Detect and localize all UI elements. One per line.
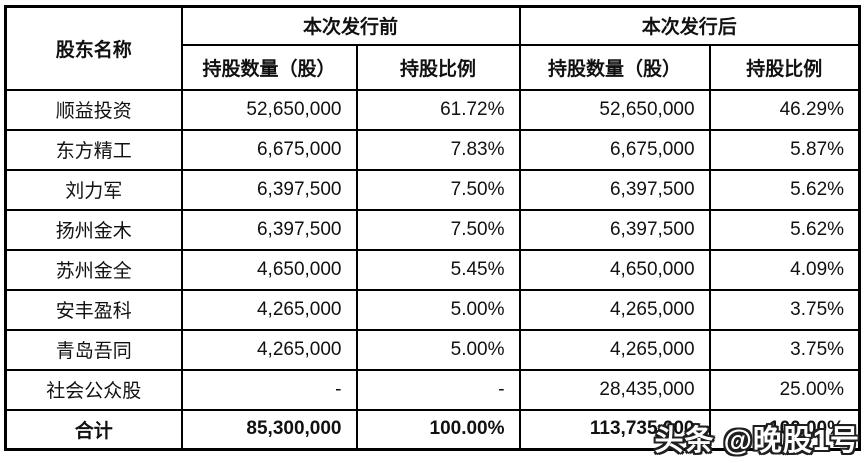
shareholder-name: 东方精工 bbox=[4, 128, 183, 171]
table-row: 东方精工 6,675,000 7.83% 6,675,000 5.87% bbox=[4, 128, 861, 171]
before-ratio: 5.45% bbox=[355, 248, 521, 291]
table-row: 扬州金木 6,397,500 7.50% 6,397,500 5.62% bbox=[4, 208, 861, 251]
total-after-shares: 113,735,000 bbox=[518, 408, 711, 451]
before-ratio: - bbox=[355, 368, 521, 411]
after-ratio: 46.29% bbox=[708, 88, 861, 131]
before-ratio: 61.72% bbox=[355, 88, 521, 131]
before-ratio: 5.00% bbox=[355, 328, 521, 371]
before-shares: 6,397,500 bbox=[180, 168, 358, 211]
shareholder-name: 顺益投资 bbox=[4, 88, 183, 131]
before-shares: 6,675,000 bbox=[180, 128, 358, 171]
after-ratio: 5.62% bbox=[708, 168, 861, 211]
after-shares: 28,435,000 bbox=[518, 368, 711, 411]
after-shares: 6,397,500 bbox=[518, 208, 711, 251]
after-ratio: 5.87% bbox=[708, 128, 861, 171]
after-shares: 4,265,000 bbox=[518, 328, 711, 371]
header-before-shares: 持股数量（股） bbox=[180, 43, 358, 91]
after-shares: 6,675,000 bbox=[518, 128, 711, 171]
header-before-ratio: 持股比例 bbox=[355, 43, 521, 91]
after-ratio: 25.00% bbox=[708, 368, 861, 411]
table-row: 刘力军 6,397,500 7.50% 6,397,500 5.62% bbox=[4, 168, 861, 211]
after-ratio: 5.62% bbox=[708, 208, 861, 251]
table-row: 青岛吾同 4,265,000 5.00% 4,265,000 3.75% bbox=[4, 328, 861, 371]
header-shareholder-name: 股东名称 bbox=[4, 5, 183, 91]
shareholder-name: 扬州金木 bbox=[4, 208, 183, 251]
before-shares: 4,650,000 bbox=[180, 248, 358, 291]
before-ratio: 7.83% bbox=[355, 128, 521, 171]
total-before-shares: 85,300,000 bbox=[180, 408, 358, 451]
total-before-ratio: 100.00% bbox=[355, 408, 521, 451]
before-ratio: 5.00% bbox=[355, 288, 521, 331]
before-shares: 6,397,500 bbox=[180, 208, 358, 251]
total-label: 合计 bbox=[4, 408, 183, 451]
shareholder-name: 刘力军 bbox=[4, 168, 183, 211]
after-shares: 4,265,000 bbox=[518, 288, 711, 331]
table-row: 苏州金全 4,650,000 5.45% 4,650,000 4.09% bbox=[4, 248, 861, 291]
after-ratio: 3.75% bbox=[708, 328, 861, 371]
total-row: 合计 85,300,000 100.00% 113,735,000 100.00… bbox=[4, 408, 861, 451]
after-shares: 4,650,000 bbox=[518, 248, 711, 291]
shareholder-name: 青岛吾同 bbox=[4, 328, 183, 371]
table-row: 顺益投资 52,650,000 61.72% 52,650,000 46.29% bbox=[4, 88, 861, 131]
header-after-ratio: 持股比例 bbox=[708, 43, 861, 91]
shareholder-name: 安丰盈科 bbox=[4, 288, 183, 331]
total-after-ratio: 100.00% bbox=[708, 408, 861, 451]
before-shares: 52,650,000 bbox=[180, 88, 358, 131]
after-shares: 52,650,000 bbox=[518, 88, 711, 131]
header-before-issuance-group: 本次发行前 bbox=[180, 5, 521, 46]
header-after-issuance-group: 本次发行后 bbox=[518, 5, 861, 46]
after-ratio: 3.75% bbox=[708, 288, 861, 331]
before-shares: 4,265,000 bbox=[180, 288, 358, 331]
table-row: 安丰盈科 4,265,000 5.00% 4,265,000 3.75% bbox=[4, 288, 861, 331]
after-shares: 6,397,500 bbox=[518, 168, 711, 211]
table-row: 社会公众股 - - 28,435,000 25.00% bbox=[4, 368, 861, 411]
after-ratio: 4.09% bbox=[708, 248, 861, 291]
before-shares: - bbox=[180, 368, 358, 411]
before-shares: 4,265,000 bbox=[180, 328, 358, 371]
before-ratio: 7.50% bbox=[355, 168, 521, 211]
shareholder-name: 苏州金全 bbox=[4, 248, 183, 291]
header-after-shares: 持股数量（股） bbox=[518, 43, 711, 91]
shareholder-name: 社会公众股 bbox=[4, 368, 183, 411]
shareholding-table: 股东名称 本次发行前 本次发行后 持股数量（股） 持股比例 持股数量（股） 持股… bbox=[4, 5, 862, 451]
before-ratio: 7.50% bbox=[355, 208, 521, 251]
